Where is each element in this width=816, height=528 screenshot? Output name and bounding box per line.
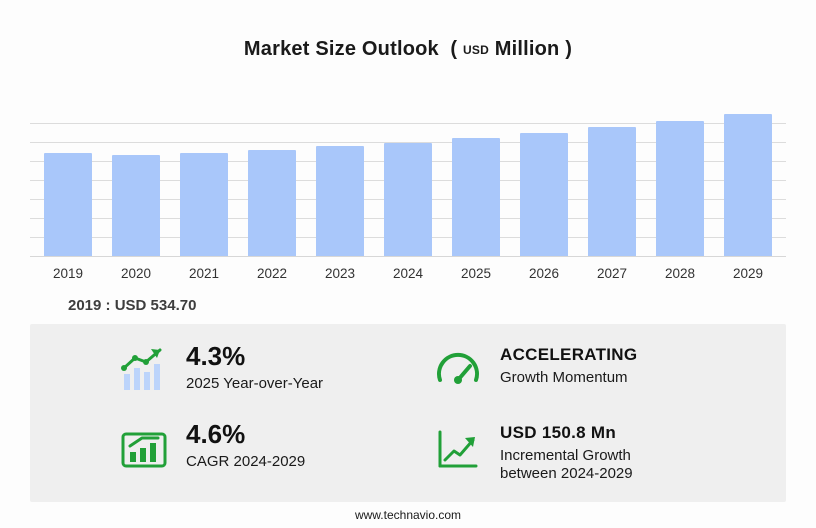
x-tick-2020: 2020 xyxy=(120,266,152,281)
stat-momentum-label: Growth Momentum xyxy=(500,368,628,386)
footer-url: www.technavio.com xyxy=(354,508,462,522)
stat-yoy: 4.3% 2025 Year-over-Year xyxy=(118,342,432,410)
speedometer-icon xyxy=(432,344,484,396)
x-tick-2023: 2023 xyxy=(324,266,356,281)
bar-2019 xyxy=(44,153,92,256)
x-tick-2019: 2019 xyxy=(52,266,84,281)
stat-cagr: 4.6% CAGR 2024-2029 xyxy=(118,420,432,488)
title-main: Market Size Outlook xyxy=(243,38,439,60)
bar-2025 xyxy=(452,138,500,256)
x-tick-2024: 2024 xyxy=(392,266,424,281)
stats-panel: 4.3% 2025 Year-over-Year ACCELERATING Gr… xyxy=(30,324,786,502)
bar-2028 xyxy=(656,121,704,256)
bars-container xyxy=(44,106,772,256)
bar-2020 xyxy=(112,155,160,256)
stat-yoy-label: 2025 Year-over-Year xyxy=(186,374,324,392)
x-tick-2027: 2027 xyxy=(596,266,628,281)
title-unit: Million xyxy=(494,38,560,60)
stat-incremental-value: USD 150.8 Mn xyxy=(500,423,617,442)
bar-2021 xyxy=(180,153,228,256)
stat-incremental-label: Incremental Growth between 2024-2029 xyxy=(500,446,633,483)
x-axis-labels: 2019 2020 2021 2022 2023 2024 2025 2026 2027 2028… xyxy=(30,266,786,281)
bar-2026 xyxy=(520,133,568,256)
title-unit-small: USD xyxy=(463,43,489,57)
stat-cagr-label: CAGR 2024-2029 xyxy=(186,452,306,470)
stat-momentum: ACCELERATING Growth Momentum xyxy=(432,342,746,410)
stat-cagr-value: 4.6% xyxy=(186,419,246,449)
bar-2022 xyxy=(248,150,296,256)
x-tick-2026: 2026 xyxy=(528,266,560,281)
x-tick-2029: 2029 xyxy=(732,266,764,281)
bar-chart: 2019 2020 2021 2022 2023 2024 2025 2026 2027 2028… xyxy=(30,107,786,281)
bar-2024 xyxy=(384,143,432,256)
page-title: Market Size Outlook ( USD Million ) xyxy=(0,0,816,61)
bar-2023 xyxy=(316,146,364,256)
x-tick-2025: 2025 xyxy=(460,266,492,281)
stat-incremental: USD 150.8 Mn Incremental Growth between … xyxy=(432,420,746,488)
title-paren-open: ( xyxy=(444,38,458,60)
cagr-chart-icon xyxy=(118,422,170,474)
x-tick-2022: 2022 xyxy=(256,266,288,281)
incremental-growth-icon xyxy=(432,422,484,474)
plot-area xyxy=(30,107,786,257)
x-tick-2021: 2021 xyxy=(188,266,220,281)
bar-2029 xyxy=(724,114,772,256)
stat-momentum-value: ACCELERATING xyxy=(500,345,638,364)
title-paren-close: ) xyxy=(565,38,573,60)
base-year-value: 2019 : USD 534.70 xyxy=(68,297,197,314)
x-tick-2028: 2028 xyxy=(664,266,696,281)
bar-2027 xyxy=(588,127,636,256)
stat-yoy-value: 4.3% xyxy=(186,341,246,371)
yoy-bars-icon xyxy=(118,344,170,396)
